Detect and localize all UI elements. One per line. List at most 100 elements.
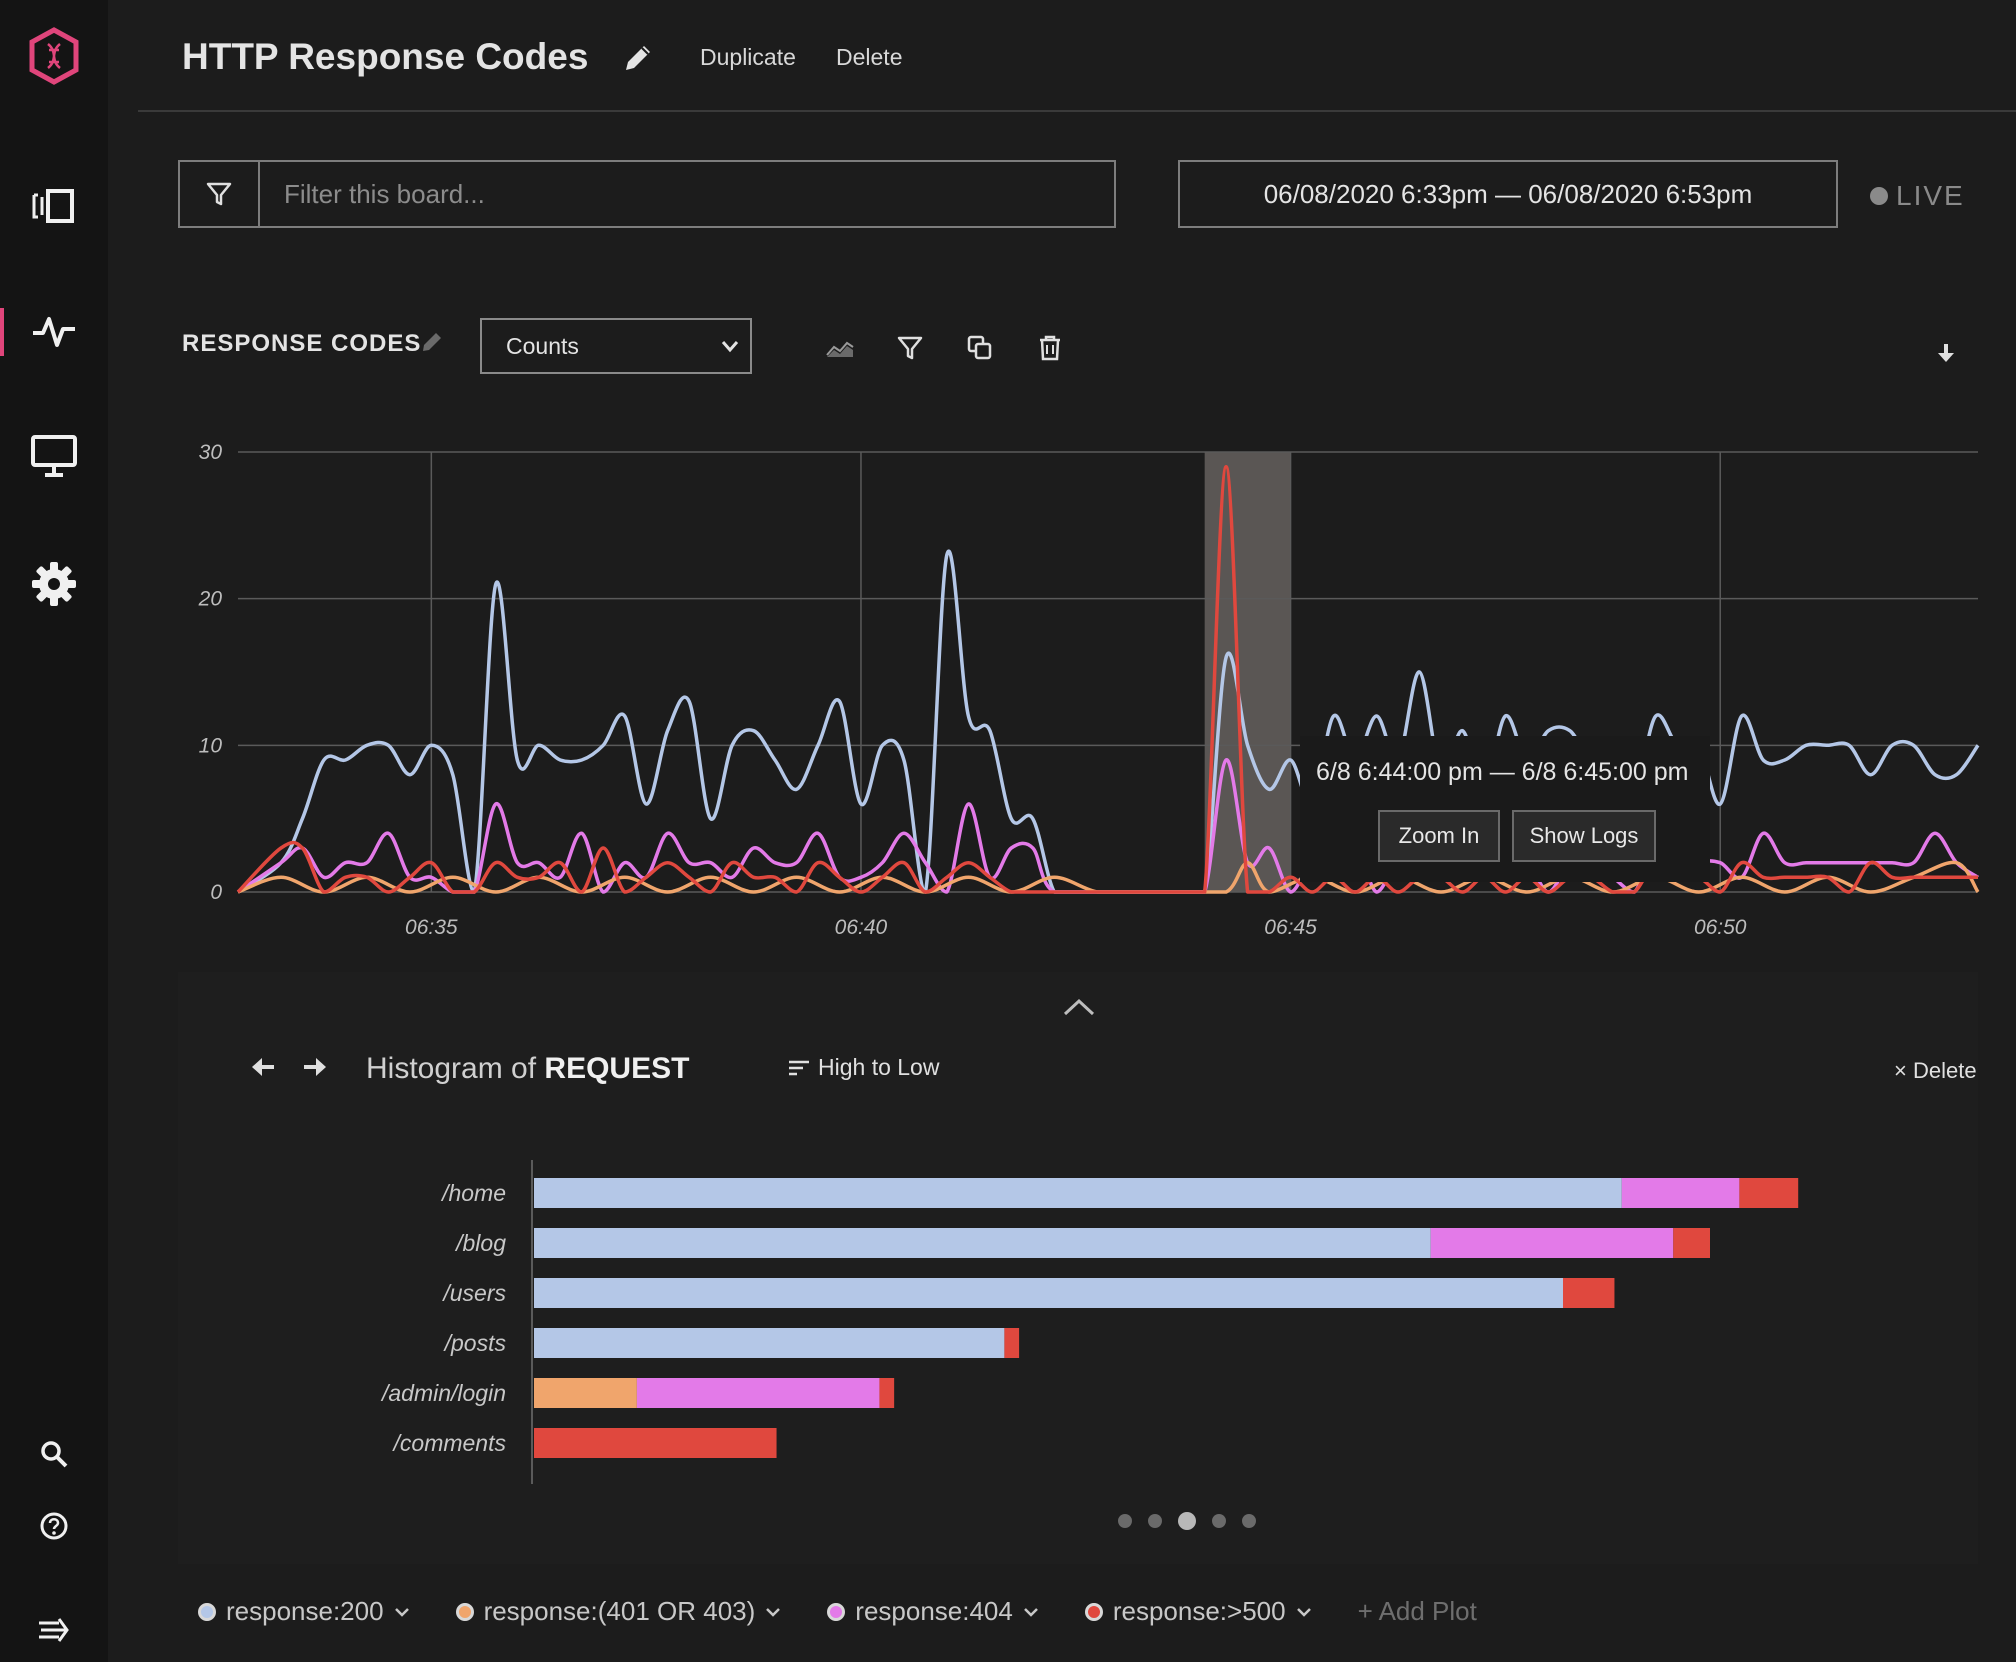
histogram-title-field: REQUEST (544, 1052, 690, 1085)
selected-time-range[interactable] (1204, 452, 1291, 892)
request-histogram-chart[interactable]: /home/blog/users/posts/admin/login/comme… (216, 1160, 1916, 1490)
next-arrow-icon[interactable] (300, 1054, 330, 1085)
filter-bar (178, 160, 1116, 228)
response-codes-line-chart[interactable]: 0 10 20 30 06:35 06:40 06:45 06:50 (108, 420, 2016, 960)
show-logs-button[interactable]: Show Logs (1512, 810, 1656, 862)
duplicate-button[interactable]: Duplicate (700, 44, 796, 70)
legend-label: response:404 (855, 1596, 1013, 1626)
histogram-bar-segment[interactable] (879, 1378, 895, 1408)
filter-input[interactable] (260, 162, 1110, 226)
filter-icon[interactable] (180, 162, 260, 226)
plot-legend: response:200 response:(401 OR 403) respons… (198, 1596, 1477, 1627)
edit-panel-title-icon[interactable] (420, 330, 444, 359)
histogram-category-label: /admin/login (380, 1380, 506, 1406)
logo-icon[interactable] (22, 24, 86, 88)
series-line-response-500[interactable] (236, 464, 1978, 894)
copy-icon[interactable] (962, 330, 998, 366)
active-nav-indicator (0, 308, 4, 356)
chevron-down-icon[interactable] (1023, 1606, 1039, 1618)
legend-item[interactable]: response:(401 OR 403) (455, 1596, 782, 1627)
histogram-bar-segment[interactable] (534, 1328, 1005, 1358)
boards-icon[interactable] (22, 174, 86, 238)
chevron-down-icon[interactable] (1296, 1606, 1312, 1618)
expand-sidebar-icon[interactable] (22, 1598, 86, 1662)
sort-label: High to Low (818, 1054, 940, 1080)
legend-item[interactable]: response:404 (827, 1596, 1039, 1627)
zoom-in-button[interactable]: Zoom In (1378, 810, 1500, 862)
histogram-bar-segment[interactable] (636, 1378, 880, 1408)
delete-board-button[interactable]: Delete (836, 44, 903, 70)
histogram-category-label: /blog (454, 1230, 506, 1256)
add-plot-button[interactable]: + Add Plot (1357, 1596, 1477, 1626)
previous-arrow-icon[interactable] (248, 1054, 278, 1085)
series-line-response-401-or-403-[interactable] (237, 860, 1980, 894)
legend-label: response:>500 (1112, 1596, 1286, 1626)
search-icon[interactable] (22, 1422, 86, 1486)
histogram-bar-segment[interactable] (1673, 1228, 1710, 1258)
x-tick-label: 06:40 (835, 916, 888, 939)
histogram-bar-segment[interactable] (534, 1278, 1563, 1308)
histogram-title-prefix: Histogram of (366, 1052, 537, 1085)
panel-title: RESPONSE CODES (182, 330, 422, 357)
monitor-icon[interactable] (22, 424, 86, 488)
histogram-bar-segment[interactable] (1563, 1278, 1615, 1308)
histogram-bar-segment[interactable] (534, 1428, 777, 1458)
histogram-bar-segment[interactable] (1621, 1178, 1740, 1208)
histogram-bar-segment[interactable] (534, 1178, 1622, 1208)
chevron-down-icon[interactable] (394, 1606, 410, 1618)
histogram-pagination (1118, 1512, 1256, 1530)
pagination-dot[interactable] (1212, 1514, 1226, 1528)
edit-title-icon[interactable] (622, 42, 656, 76)
chart-tooltip: 6/8 6:44:00 pm — 6/8 6:45:00 pm Zoom In … (1300, 736, 1710, 882)
pagination-dot[interactable] (1242, 1514, 1256, 1528)
trash-icon[interactable] (1032, 330, 1068, 366)
histogram-bar-segment[interactable] (1430, 1228, 1674, 1258)
page-title: HTTP Response Codes (182, 36, 589, 77)
legend-color-dot (1084, 1602, 1103, 1621)
histogram-category-label: /comments (392, 1430, 507, 1456)
y-tick-label: 0 (210, 881, 222, 904)
histogram-bar-segment[interactable] (1739, 1178, 1799, 1208)
board-header: HTTP Response Codes Duplicate Delete (138, 0, 2016, 112)
x-tick-label: 06:50 (1694, 916, 1747, 939)
pagination-dot[interactable] (1178, 1512, 1196, 1530)
legend-color-dot (827, 1602, 846, 1621)
histogram-title: Histogram of REQUEST (366, 1052, 689, 1086)
mode-select[interactable]: Counts (480, 318, 752, 374)
pagination-dot[interactable] (1118, 1514, 1132, 1528)
download-icon[interactable] (1928, 336, 1964, 372)
histogram-bar-segment[interactable] (534, 1378, 637, 1408)
x-tick-label: 06:35 (405, 916, 458, 939)
sort-button[interactable]: High to Low (788, 1054, 939, 1081)
x-tick-label: 06:45 (1264, 916, 1317, 939)
histogram-category-label: /users (441, 1280, 506, 1306)
help-icon[interactable] (22, 1494, 86, 1558)
chart-type-icon[interactable] (822, 330, 858, 366)
panel-filter-icon[interactable] (892, 330, 928, 366)
date-range-picker[interactable]: 06/08/2020 6:33pm — 06/08/2020 6:53pm (1178, 160, 1838, 228)
sidebar (0, 0, 108, 1662)
y-tick-label: 20 (198, 588, 223, 611)
mode-select-value: Counts (506, 332, 579, 359)
live-indicator-dot (1870, 187, 1888, 205)
legend-label: response:(401 OR 403) (483, 1596, 756, 1626)
histogram-bar-segment[interactable] (1004, 1328, 1020, 1358)
gear-icon[interactable] (22, 552, 86, 616)
y-tick-label: 10 (199, 734, 223, 757)
pagination-dot[interactable] (1148, 1514, 1162, 1528)
legend-item[interactable]: response:200 (198, 1596, 410, 1627)
collapse-histogram-icon[interactable] (1062, 996, 1096, 1023)
live-label: LIVE (1896, 180, 1965, 211)
chevron-down-icon (721, 341, 739, 353)
tooltip-range: 6/8 6:44:00 pm — 6/8 6:45:00 pm (1316, 758, 1689, 786)
live-toggle[interactable]: LIVE (1870, 180, 1965, 212)
histogram-bar-segment[interactable] (534, 1228, 1431, 1258)
series-line-response-200[interactable] (237, 549, 1980, 894)
series-line-response-404[interactable] (237, 758, 1979, 894)
chevron-down-icon[interactable] (765, 1606, 781, 1618)
pulse-icon[interactable] (22, 300, 86, 364)
legend-item[interactable]: response:>500 (1084, 1596, 1312, 1627)
sort-icon (789, 1060, 809, 1075)
main-content: HTTP Response Codes Duplicate Delete 06/… (108, 0, 2016, 1662)
delete-histogram-button[interactable]: × Delete (1894, 1058, 1977, 1083)
